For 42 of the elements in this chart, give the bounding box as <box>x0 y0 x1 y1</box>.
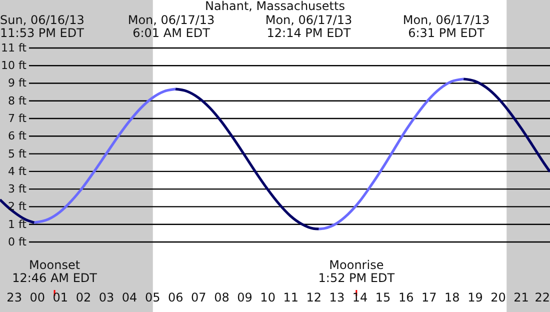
x-tick-label: 16 <box>398 290 414 304</box>
x-tick-label: 20 <box>490 290 506 304</box>
x-tick-label: 04 <box>122 290 138 304</box>
ref-line-label: Moonrise 1:52 PM EDT <box>318 258 396 285</box>
x-tick-label: 08 <box>214 290 230 304</box>
x-tick-label: 19 <box>468 290 483 304</box>
x-tick-label: 22 <box>534 290 550 304</box>
y-tick-label: 1 ft <box>8 218 28 231</box>
x-tick-label: 13 <box>329 290 345 304</box>
x-tick-label: 06 <box>168 290 184 304</box>
x-tick-label: 03 <box>98 290 114 304</box>
x-tick-label: 07 <box>191 290 206 304</box>
x-tick-label: 02 <box>76 290 92 304</box>
x-tick-label: 23 <box>6 290 22 304</box>
x-tick-label: 17 <box>421 290 437 304</box>
x-tick-label: 09 <box>237 290 252 304</box>
x-tick-label: 10 <box>260 290 276 304</box>
y-tick-label: 9 ft <box>8 76 28 90</box>
x-tick-label: 18 <box>444 290 460 304</box>
y-tick-label: 11 ft <box>1 41 28 54</box>
x-tick-label: 14 <box>352 290 368 304</box>
x-tick-label: 05 <box>144 290 160 304</box>
y-tick-label: 6 ft <box>8 130 28 143</box>
y-tick-label: 5 ft <box>8 147 28 160</box>
x-tick-label: 12 <box>306 290 322 304</box>
annotation: Mon, 06/17/13 6:01 AM EDT <box>128 13 215 40</box>
y-tick-label: 4 ft <box>8 164 28 178</box>
chart-title: Nahant, Massachusetts <box>205 0 345 13</box>
y-tick-label: 10 ft <box>1 59 28 72</box>
y-tick-label: 7 ft <box>8 112 28 126</box>
x-tick-label: 21 <box>514 290 529 304</box>
annotation: Mon, 06/17/13 12:14 PM EDT <box>265 13 352 40</box>
y-tick-label: 0 ft <box>8 235 28 248</box>
x-tick-label: 01 <box>52 290 68 304</box>
y-tick-label: 3 ft <box>8 182 28 196</box>
annotation: Mon, 06/17/13 6:31 PM EDT <box>402 13 490 40</box>
annotation: Sun, 06/16/13 11:53 PM EDT <box>0 13 85 40</box>
x-tick-label: 11 <box>283 290 299 304</box>
y-tick-label: 8 ft <box>8 94 28 108</box>
x-tick-label: 00 <box>30 290 46 304</box>
ref-line-label: Moonset 12:46 AM EDT <box>12 258 98 285</box>
x-tick-label: 15 <box>375 290 391 304</box>
